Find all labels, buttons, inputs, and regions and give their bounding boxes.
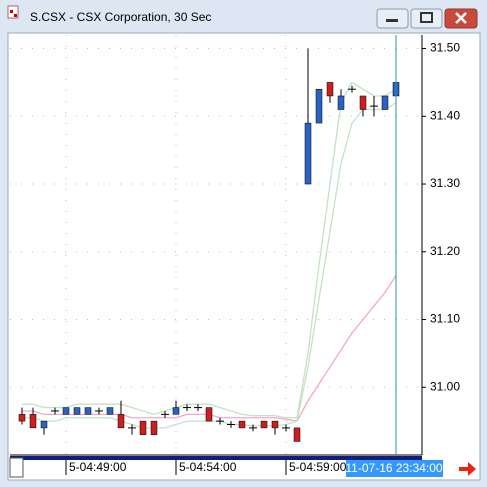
y-tick-label: 31.30 [430,176,460,190]
candle-body [315,88,323,124]
maximize-icon [420,12,433,23]
window-title: S.CSX - CSX Corporation, 30 Sec [30,10,211,24]
x-tick-label: 5-04:59:00 [289,460,347,474]
candle-body [293,427,301,442]
app-icon-dot [10,10,13,13]
cursor-label-box [346,460,443,477]
candle-body [117,414,125,429]
y-tick-label: 31.20 [430,244,460,258]
candle-body [172,407,180,415]
candle-body [304,122,312,185]
app-icon-dot [14,14,17,17]
candle-body [326,82,334,97]
scroll-right-arrow[interactable] [459,462,476,476]
candle-body [359,95,367,110]
candle-body [337,95,345,110]
y-tick-label: 31.50 [430,41,460,55]
candle-body [18,414,26,422]
candle-body [29,414,37,429]
close-icon [455,12,467,24]
y-tick-label: 31.00 [430,379,460,393]
candle-body [62,407,70,415]
minimize-icon [386,19,398,22]
y-tick-label: 31.10 [430,312,460,326]
candle-body [205,407,213,422]
x-tick-label: 5-04:54:00 [179,460,237,474]
candle-body [150,420,158,435]
minimize-button[interactable] [376,8,409,29]
candle-body [84,407,92,415]
candle-body [73,407,81,415]
cursor-label: 11-07-16 23:34:00 [345,461,443,475]
scroll-bar[interactable] [10,456,422,460]
overlay-line [22,81,397,419]
candle-body [139,420,147,435]
scroll-thumb[interactable] [9,457,24,478]
candle-body [271,420,279,429]
candle-body [238,420,246,429]
x-tick-label: 5-04:49:00 [69,460,127,474]
candle-body [40,420,48,429]
chart-pane [7,32,481,481]
candle-body [106,407,114,415]
maximize-button[interactable] [410,8,443,29]
candle-body [260,420,268,429]
candle-body [381,95,389,110]
y-tick-label: 31.40 [430,108,460,122]
